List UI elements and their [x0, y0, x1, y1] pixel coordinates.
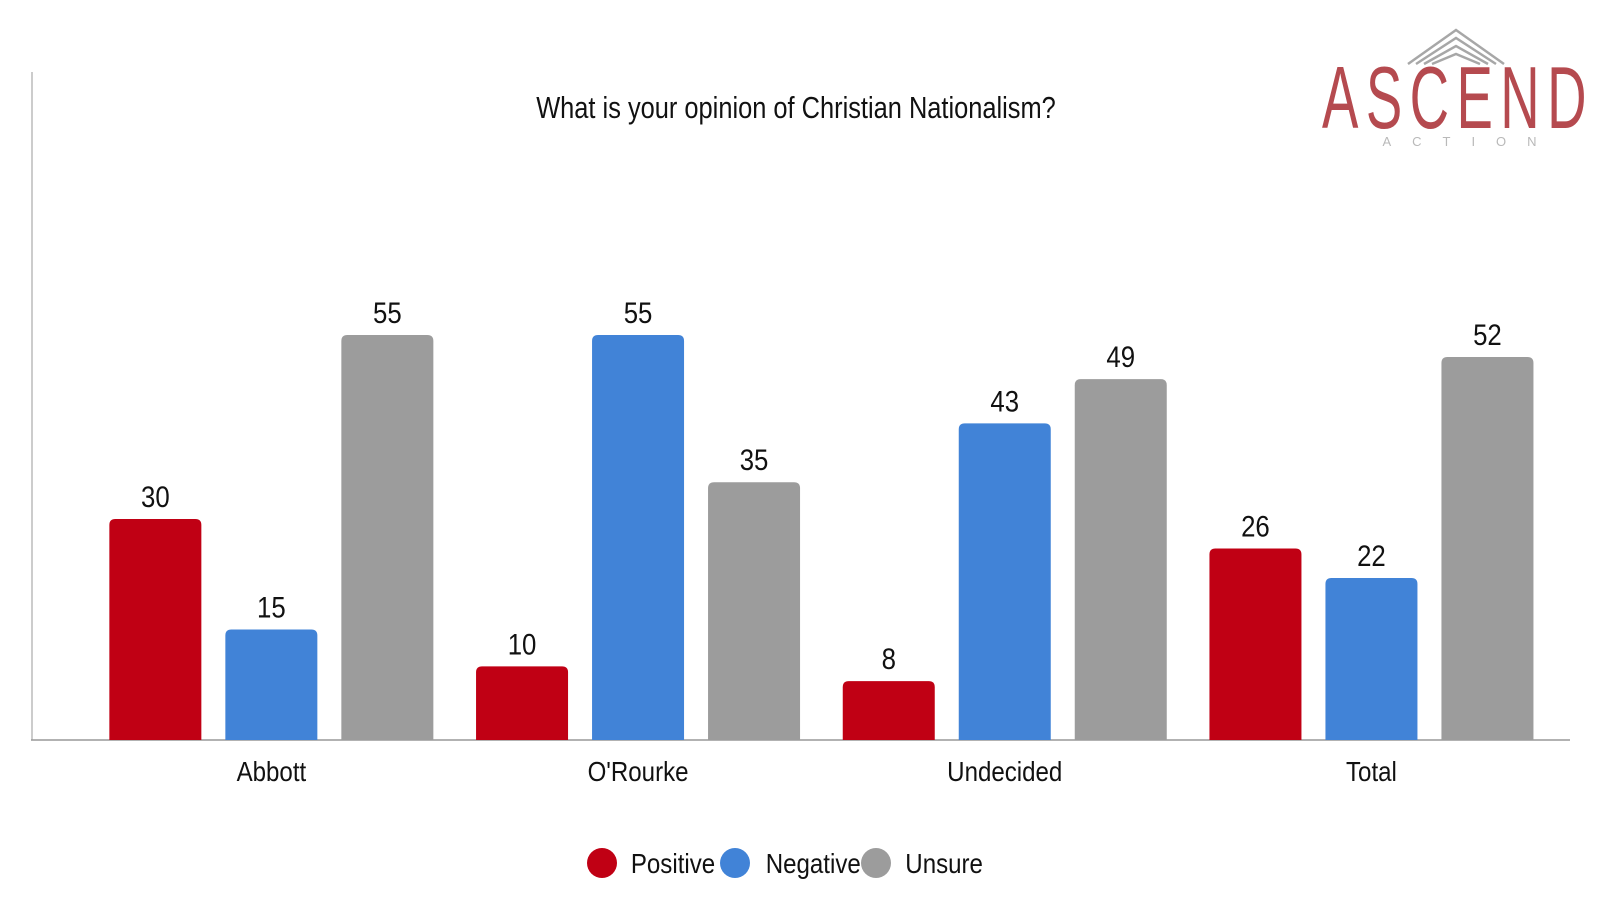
legend-item-negative: Negative [720, 847, 861, 879]
bar-abbott-positive [109, 519, 202, 740]
logo-subtitle: ACTION [1382, 134, 1557, 149]
legend-swatch-negative [720, 848, 750, 878]
bar-o-rourke-unsure [708, 482, 801, 740]
value-label-abbott-unsure: 55 [373, 296, 402, 329]
value-label-total-positive: 26 [1241, 510, 1270, 543]
category-labels-layer: Abbott O'Rourke Undecided Total [237, 755, 1397, 787]
legend-label-positive: Positive [631, 847, 715, 879]
logo-wordmark: ASCEND [1322, 49, 1594, 148]
value-label-o-rourke-unsure: 35 [740, 443, 769, 476]
legend-item-positive: Positive [587, 847, 715, 879]
legend-label-unsure: Unsure [905, 847, 983, 879]
logo-roof-icon [1407, 28, 1505, 66]
bar-o-rourke-negative [592, 334, 685, 740]
category-label-o-rourke: O'Rourke [588, 755, 689, 787]
legend: Positive Negative Unsure [587, 847, 983, 879]
bar-undecided-unsure [1074, 379, 1167, 740]
bar-abbott-negative [225, 629, 318, 740]
value-label-undecided-unsure: 49 [1106, 340, 1135, 373]
category-label-undecided: Undecided [947, 755, 1062, 787]
value-labels-layer: 30 15 55 10 55 35 8 43 49 26 22 52 [141, 296, 1502, 675]
value-label-abbott-negative: 15 [257, 591, 286, 624]
legend-item-unsure: Unsure [861, 847, 983, 879]
bars-layer [109, 334, 1534, 740]
value-label-o-rourke-negative: 55 [624, 296, 653, 329]
value-label-o-rourke-positive: 10 [508, 628, 537, 661]
category-label-total: Total [1346, 755, 1397, 787]
bar-total-unsure [1441, 357, 1534, 740]
bar-abbott-unsure [341, 334, 434, 740]
bar-total-negative [1325, 577, 1418, 740]
value-label-total-negative: 22 [1357, 539, 1386, 572]
legend-label-negative: Negative [766, 847, 861, 879]
bar-o-rourke-positive [476, 666, 569, 740]
legend-swatch-positive [587, 848, 617, 878]
value-label-total-unsure: 52 [1473, 318, 1502, 351]
legend-swatch-unsure [861, 848, 891, 878]
bar-undecided-positive [842, 681, 935, 740]
category-label-abbott: Abbott [237, 755, 307, 787]
value-label-abbott-positive: 30 [141, 480, 170, 513]
value-label-undecided-negative: 43 [990, 385, 1019, 418]
bar-undecided-negative [958, 423, 1051, 740]
bar-total-positive [1209, 548, 1302, 740]
value-label-undecided-positive: 8 [882, 642, 896, 675]
ascend-action-logo: ASCEND ACTION [1322, 28, 1594, 149]
chart-title: What is your opinion of Christian Nation… [536, 91, 1056, 126]
